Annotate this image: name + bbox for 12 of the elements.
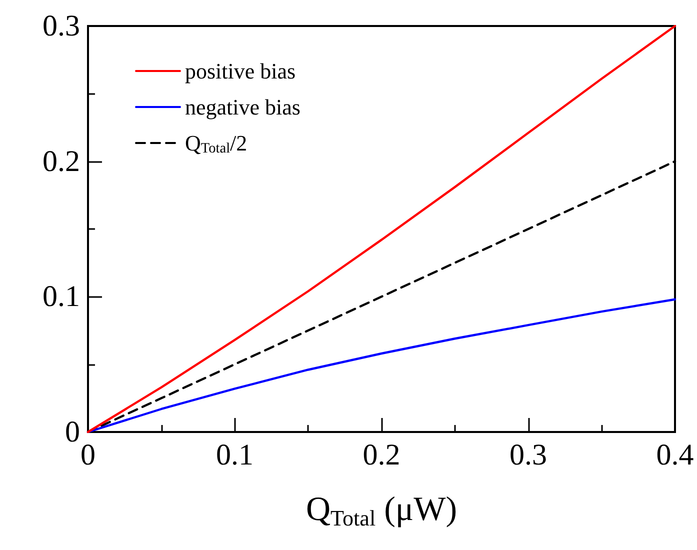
line-series [86,298,676,434]
legend-label: positive bias [185,58,296,84]
legend-label: negative bias [185,94,300,120]
y-tick-label: 0.3 [42,10,80,42]
y-tick-label: 0.2 [42,144,80,178]
line-series [86,24,676,434]
y-tick-label: 0 [65,416,80,448]
x-tick-label: 0.4 [656,438,694,472]
x-tick-label: 0.3 [510,438,547,472]
x-tick-label: 0.1 [216,438,254,472]
y-tick-label: 0.1 [42,280,80,314]
x-tick-label: 0.2 [362,438,400,472]
